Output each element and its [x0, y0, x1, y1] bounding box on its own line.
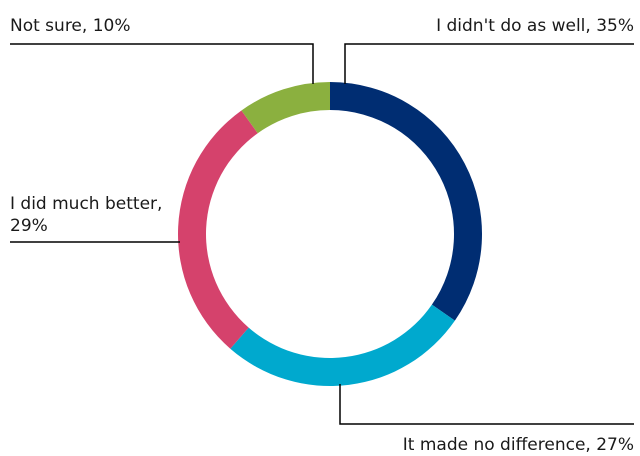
slice-label-line: 29% — [10, 216, 48, 236]
slice-label: It made no difference, 27% — [403, 435, 634, 455]
leader-line — [344, 43, 634, 84]
slice-label: I didn't do as well, 35% — [436, 16, 634, 36]
slice-label-line: I did much better, — [10, 194, 162, 214]
leader-line — [10, 43, 314, 84]
slice-label-line: I didn't do as well, 35% — [436, 16, 634, 36]
slice-label: I did much better, 29% — [10, 194, 162, 236]
leader-lines — [10, 43, 634, 425]
slice-label-line: Not sure, 10% — [10, 16, 131, 36]
slice-label: Not sure, 10% — [10, 16, 131, 36]
slice-i-didn-t-do-as-well — [330, 82, 482, 321]
slice-i-did-much-better — [177, 110, 258, 349]
slice-not-sure — [241, 82, 330, 134]
slice-it-made-no-difference — [230, 304, 455, 386]
slice-label-line: It made no difference, 27% — [403, 435, 634, 455]
leader-line — [339, 384, 634, 425]
donut-slices — [177, 82, 482, 386]
slice-labels: I didn't do as well, 35% It made no diffe… — [10, 16, 634, 455]
